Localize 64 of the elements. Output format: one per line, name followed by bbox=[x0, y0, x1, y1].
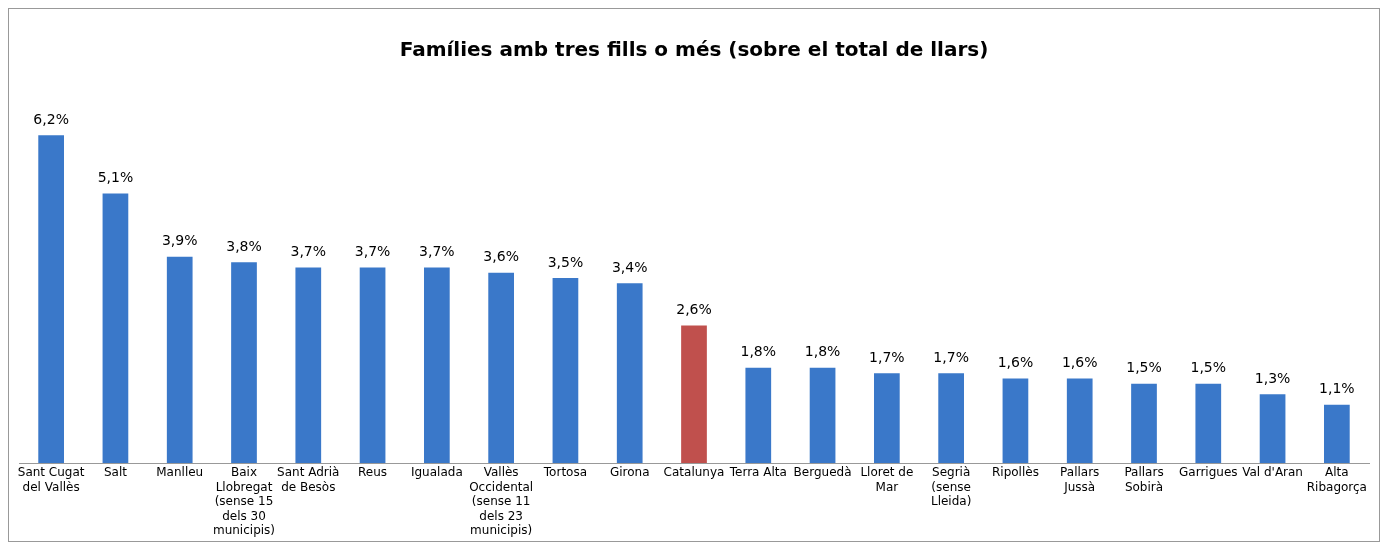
bar bbox=[231, 262, 257, 463]
x-tick-label: Pallars Jussà bbox=[1060, 465, 1100, 494]
bar bbox=[295, 267, 322, 463]
bar bbox=[1002, 378, 1029, 463]
x-tick-label: Garrigues bbox=[1179, 465, 1238, 480]
data-label: 1,8% bbox=[804, 343, 841, 360]
bar bbox=[681, 325, 707, 463]
chart-title: Famílies amb tres fills o més (sobre el total de llars) bbox=[399, 37, 989, 62]
x-tick-label: Lloret de Mar bbox=[860, 465, 914, 494]
data-label: 3,6% bbox=[483, 248, 519, 265]
data-label: 1,5% bbox=[1190, 359, 1227, 376]
data-label: 6,2% bbox=[33, 110, 69, 127]
bar bbox=[616, 283, 643, 463]
data-label: 3,4% bbox=[611, 258, 648, 275]
bar bbox=[102, 193, 129, 463]
bar bbox=[166, 256, 193, 463]
data-label: 1,7% bbox=[869, 348, 905, 365]
data-label: 3,7% bbox=[354, 243, 391, 260]
x-tick-label: Baix Llobregat (sense 15 dels 30 municipis) bbox=[212, 465, 276, 537]
bar bbox=[38, 135, 64, 463]
bar bbox=[938, 373, 964, 463]
data-label: 3,7% bbox=[419, 243, 455, 260]
x-tick-label: Sant Adrià de Besòs bbox=[277, 465, 340, 494]
data-label: 3,8% bbox=[226, 237, 262, 254]
bar bbox=[424, 267, 450, 463]
bar bbox=[359, 267, 386, 463]
x-tick-label: Ripollès bbox=[991, 465, 1039, 480]
x-tick-label: Manlleu bbox=[156, 465, 204, 480]
bar bbox=[1259, 394, 1286, 463]
data-label: 1,6% bbox=[997, 354, 1034, 371]
x-tick-label: Vallès Occidental (sense 11 dels 23 municipis) bbox=[469, 465, 534, 537]
x-tick-label: Berguedà bbox=[793, 465, 852, 480]
bar bbox=[745, 367, 772, 463]
x-tick-label: Reus bbox=[358, 465, 388, 480]
x-tick-label: Girona bbox=[609, 465, 650, 480]
data-label: 3,9% bbox=[161, 232, 198, 249]
bar bbox=[1066, 378, 1093, 463]
x-tick-label: Tortosa bbox=[542, 465, 588, 480]
data-label: 3,5% bbox=[547, 253, 584, 270]
data-label: 2,6% bbox=[676, 301, 712, 318]
bar bbox=[874, 373, 900, 463]
data-label: 3,7% bbox=[290, 243, 327, 260]
data-label: 1,8% bbox=[740, 343, 777, 360]
x-tick-label: Val d'Aran bbox=[1242, 465, 1303, 480]
data-label: 1,6% bbox=[1061, 354, 1098, 371]
bar bbox=[552, 278, 579, 463]
data-label: 1,3% bbox=[1254, 369, 1291, 386]
x-tick-label: Salt bbox=[103, 465, 128, 480]
bar bbox=[1195, 383, 1222, 463]
x-tick-label: Catalunya bbox=[663, 465, 725, 480]
x-tick-label: Segrià (sense Lleida) bbox=[930, 465, 972, 509]
data-label: 1,1% bbox=[1319, 380, 1355, 397]
x-tick-label: Sant Cugat del Vallès bbox=[17, 465, 85, 494]
bar bbox=[809, 367, 836, 463]
bar bbox=[488, 272, 514, 463]
x-tick-label: Pallars Sobirà bbox=[1124, 465, 1164, 494]
bar bbox=[1324, 404, 1350, 463]
x-tick-label: Terra Alta bbox=[728, 465, 787, 480]
x-tick-label: Igualada bbox=[410, 465, 463, 480]
data-label: 1,7% bbox=[933, 348, 969, 365]
bar bbox=[1131, 383, 1157, 463]
data-label: 1,5% bbox=[1126, 359, 1162, 376]
x-tick-label: Alta Ribagorça bbox=[1306, 465, 1367, 494]
data-label: 5,1% bbox=[97, 169, 134, 186]
